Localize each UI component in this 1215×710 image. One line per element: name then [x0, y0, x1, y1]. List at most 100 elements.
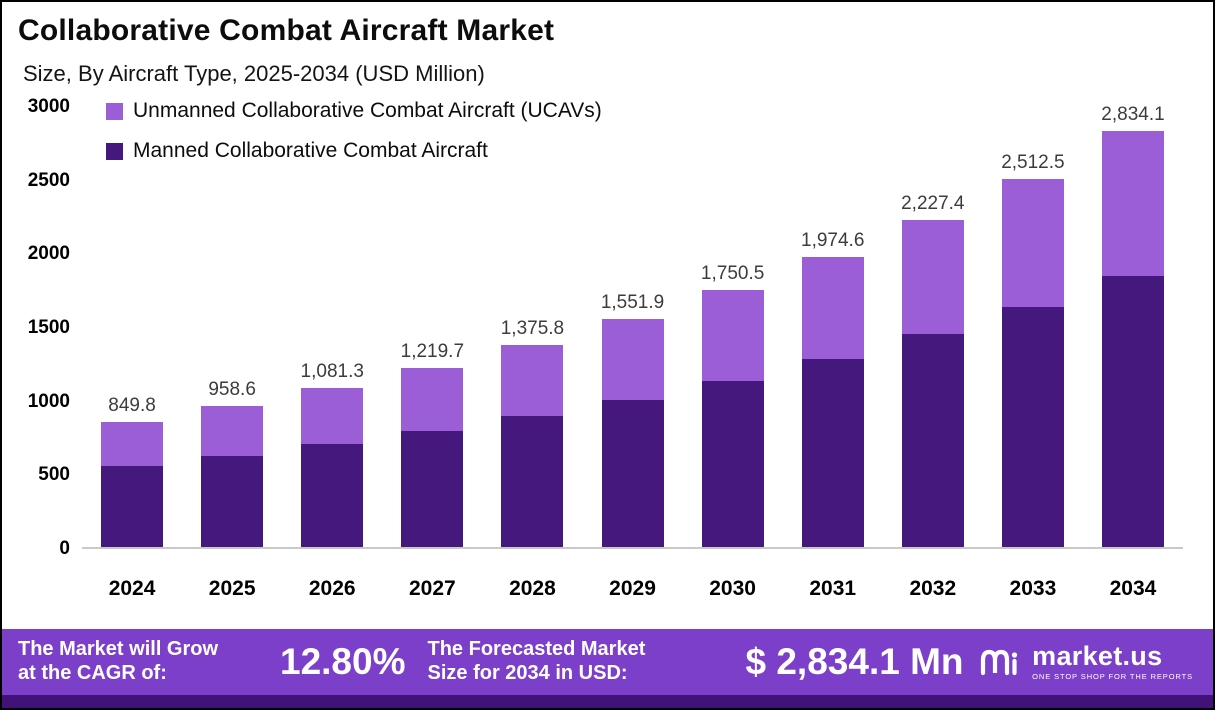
page-title: Collaborative Combat Aircraft Market [18, 14, 555, 47]
bar-group: 958.6 [182, 107, 282, 547]
bar-segment-manned [1001, 307, 1064, 547]
bar-group: 1,081.3 [282, 107, 382, 547]
x-axis-label: 2027 [408, 577, 456, 600]
bar-total-label: 1,375.8 [500, 318, 565, 340]
x-axis-label: 2024 [108, 577, 156, 600]
y-axis-tick: 2000 [27, 243, 70, 265]
bar-total-label: 1,219.7 [400, 341, 465, 363]
y-axis-tick: 2500 [27, 169, 70, 191]
bar-stack [901, 220, 964, 547]
bar-stack [701, 290, 764, 547]
x-axis-label: 2028 [509, 577, 556, 600]
bar-total-label: 1,974.6 [801, 230, 865, 252]
legend-item-unmanned: Unmanned Collaborative Combat Aircraft (… [106, 99, 602, 123]
legend-label-unmanned: Unmanned Collaborative Combat Aircraft (… [133, 99, 602, 122]
plot-area: 849.8 958.6 1,081.3 1,219.7 1,375.8 1,551.9 1,… [82, 104, 1183, 549]
bar-group: 1,219.7 [382, 107, 482, 547]
legend-item-manned: Manned Collaborative Combat Aircraft [106, 139, 602, 163]
x-axis-label: 2031 [809, 577, 857, 600]
marketus-logo: market.us ONE STOP SHOP FOR THE REPORTS [979, 643, 1199, 681]
bottom-accent-strip [2, 695, 1213, 708]
cagr-value: 12.80% [280, 641, 406, 682]
bar-segment-manned [601, 399, 664, 547]
x-axis-label: 2033 [1009, 577, 1057, 600]
forecast-label-line1: The Forecasted Market [427, 638, 646, 661]
bar-total-label: 1,750.5 [700, 263, 765, 285]
marketus-wave-icon [979, 647, 1023, 677]
bar-group: 1,750.5 [683, 107, 783, 547]
bar-segment-unmanned [1101, 131, 1164, 277]
bar-segment-unmanned [1001, 178, 1064, 308]
bar-group: 2,834.1 [1083, 104, 1183, 547]
x-axis-label: 2032 [909, 577, 957, 600]
x-axis-label: 2029 [609, 577, 656, 600]
stats-banner: The Market will Grow at the CAGR of: 12.… [2, 629, 1213, 695]
legend-swatch-unmanned-icon [106, 102, 123, 120]
bar-total-label: 958.6 [208, 379, 256, 401]
cagr-label: The Market will Grow at the CAGR of: [18, 638, 280, 685]
bar-stack [801, 257, 864, 547]
bar-segment-manned [801, 359, 864, 547]
bar-segment-manned [301, 444, 364, 547]
bar-group: 2,227.4 [883, 107, 983, 547]
y-axis-tick: 3000 [27, 96, 70, 117]
chart-header: Collaborative Combat Aircraft Market Siz… [2, 2, 1213, 87]
bar-stack [101, 422, 164, 547]
bar-segment-manned [701, 380, 764, 547]
bar-segment-unmanned [601, 319, 664, 400]
bar-segment-unmanned [301, 388, 364, 445]
bar-group: 1,551.9 [582, 107, 682, 547]
bar-group: 849.8 [82, 107, 182, 547]
bar-segment-manned [101, 466, 164, 547]
x-axis-label: 2030 [709, 577, 756, 600]
bar-stack [301, 388, 364, 547]
bar-total-label: 2,512.5 [1001, 151, 1065, 173]
x-axis-labels: 2024 2025 2026 2027 2028 2029 2030 2031 2032 2033… [82, 577, 1183, 601]
forecast-label-line2: Size for 2034 in USD: [427, 662, 628, 684]
bar-segment-manned [201, 456, 264, 547]
x-axis-label: 2025 [208, 577, 256, 600]
bar-stack [1101, 131, 1164, 547]
forecast-label: The Forecasted Market Size for 2034 in U… [428, 638, 746, 685]
bar-segment-manned [501, 415, 564, 547]
y-axis: 0 500 1000 1500 2000 2500 3000 [16, 96, 74, 559]
bar-segment-manned [401, 431, 464, 547]
y-axis-tick: 0 [59, 538, 70, 559]
x-axis-label: 2026 [308, 577, 356, 600]
bar-segment-unmanned [501, 345, 564, 416]
bar-segment-manned [1101, 276, 1164, 547]
cagr-label-line1: The Market will Grow [18, 638, 219, 661]
cagr-label-line2: at the CAGR of: [18, 662, 167, 684]
y-axis-tick: 1000 [27, 390, 70, 412]
bar-segment-unmanned [701, 290, 764, 381]
bar-group: 1,974.6 [783, 107, 883, 547]
bar-stack [501, 345, 564, 547]
bar-stack [1001, 178, 1064, 547]
page-subtitle: Size, By Aircraft Type, 2025-2034 (USD M… [23, 61, 485, 86]
bar-segment-unmanned [401, 368, 464, 432]
brand-tagline: ONE STOP SHOP FOR THE REPORTS [1032, 672, 1193, 682]
y-axis-tick: 500 [38, 464, 70, 486]
bar-segment-unmanned [101, 422, 164, 467]
bar-segment-unmanned [201, 406, 264, 457]
bar-total-label: 1,551.9 [600, 292, 665, 314]
forecast-value: $ 2,834.1 Mn [745, 641, 964, 682]
logo-text: market.us ONE STOP SHOP FOR THE REPORTS [1032, 643, 1193, 681]
bar-group: 2,512.5 [983, 107, 1083, 547]
bar-segment-unmanned [801, 257, 864, 360]
bar-total-label: 2,834.1 [1101, 104, 1165, 126]
brand-name: market.us [1032, 641, 1163, 672]
bar-stack [401, 368, 464, 547]
bar-group: 1,375.8 [482, 107, 582, 547]
bar-segment-unmanned [901, 220, 964, 335]
bar-total-label: 2,227.4 [901, 193, 965, 215]
bar-total-label: 849.8 [108, 395, 156, 417]
x-axis-label: 2034 [1109, 577, 1157, 600]
chart-area: 0 500 1000 1500 2000 2500 3000 849.8 958.6 1,081… [16, 91, 1183, 629]
bar-segment-manned [901, 334, 964, 547]
bar-stack [601, 319, 664, 547]
legend-label-manned: Manned Collaborative Combat Aircraft [133, 139, 488, 162]
legend-swatch-manned-icon [106, 142, 123, 160]
chart-legend: Unmanned Collaborative Combat Aircraft (… [106, 99, 602, 163]
